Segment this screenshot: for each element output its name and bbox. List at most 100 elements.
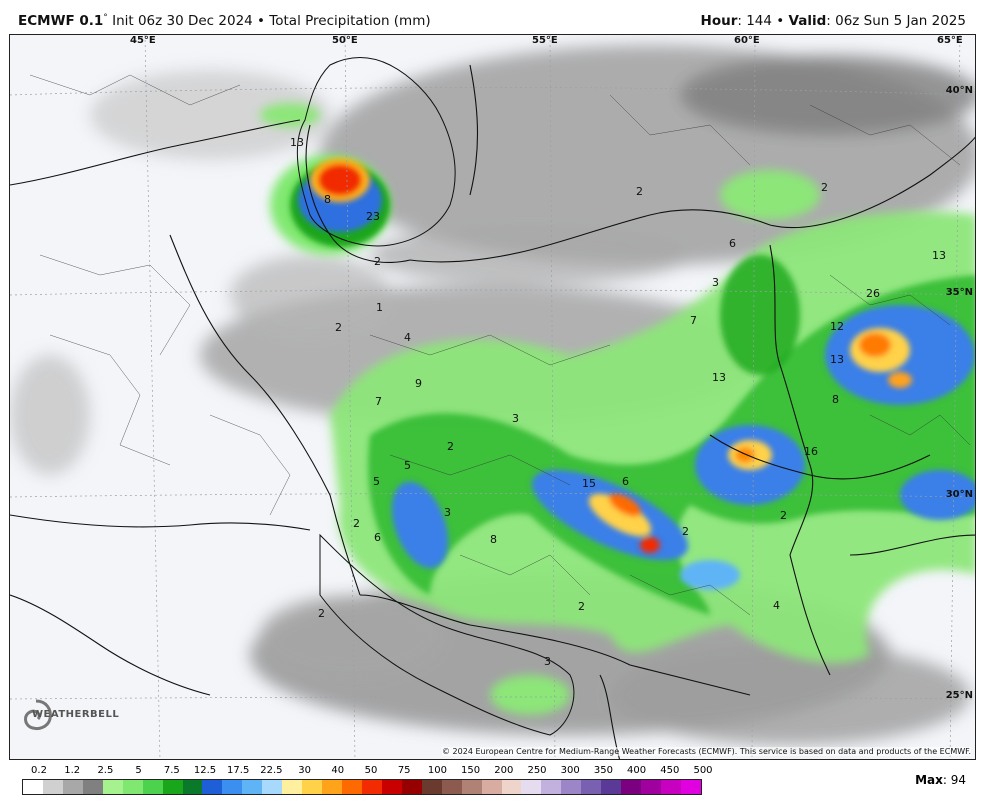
province-borders xyxy=(29,74,971,616)
legend-swatch xyxy=(322,780,342,794)
legend-tick-label: 12.5 xyxy=(193,765,217,776)
max-value-box: Max: 94 xyxy=(915,773,966,787)
legend-swatch xyxy=(242,780,263,794)
lon-label: 55°E xyxy=(532,35,558,46)
contour-label: 5 xyxy=(404,459,411,472)
legend-swatch xyxy=(262,780,283,794)
legend-tick-label: 1.2 xyxy=(64,765,81,776)
gray-precip-layer xyxy=(10,45,975,745)
legend-tick-label: 400 xyxy=(627,765,647,776)
legend-swatch xyxy=(162,780,183,794)
contour-label: 1 xyxy=(376,301,383,314)
legend-swatch xyxy=(182,780,203,794)
model-name: ECMWF 0.1 xyxy=(18,13,104,29)
contour-label: 6 xyxy=(622,475,629,488)
legend-swatch xyxy=(461,780,482,794)
max-label: Max xyxy=(915,773,943,787)
contour-label: 16 xyxy=(804,445,818,458)
contour-labels: 13 8 23 2 2 6 3 2 13 26 12 13 8 16 2 1 2… xyxy=(290,136,946,668)
legend-swatch xyxy=(621,780,642,794)
contour-label: 2 xyxy=(374,255,381,268)
legend-swatch xyxy=(342,780,362,794)
contour-label: 3 xyxy=(712,276,719,289)
contour-label: 6 xyxy=(374,531,381,544)
lat-label: 25°N xyxy=(945,690,973,701)
legend-swatch xyxy=(581,780,602,794)
logo-text: WEATHERBELL xyxy=(32,709,120,720)
contour-label: 13 xyxy=(830,353,844,366)
legend-swatch xyxy=(42,780,63,794)
legend-swatch xyxy=(481,780,502,794)
init-description: Init 06z 30 Dec 2024 • Total Precipitati… xyxy=(107,13,431,29)
legend-swatch xyxy=(680,780,701,794)
legend-swatch xyxy=(142,780,163,794)
legend-swatch xyxy=(82,780,103,794)
copyright-notice: © 2024 European Centre for Medium-Range … xyxy=(442,747,971,756)
legend-tick-label: 2.5 xyxy=(97,765,114,776)
legend-tick-label: 500 xyxy=(693,765,713,776)
hour-value: : 144 • xyxy=(737,13,789,29)
legend-tick-label: 350 xyxy=(593,765,613,776)
contour-label: 13 xyxy=(290,136,304,149)
max-value: : 94 xyxy=(942,773,966,787)
degree-sign: ° xyxy=(103,13,108,23)
contour-label: 9 xyxy=(415,377,422,390)
lat-label: 30°N xyxy=(945,489,973,500)
contour-label: 13 xyxy=(932,249,946,262)
legend-tick-label: 100 xyxy=(427,765,447,776)
contour-label: 6 xyxy=(729,237,736,250)
legend-tick-label: 450 xyxy=(660,765,680,776)
swirl-icon xyxy=(24,699,52,731)
legend-swatch xyxy=(302,780,323,794)
legend-swatch xyxy=(421,780,442,794)
legend-swatch xyxy=(222,780,243,794)
map-header: ECMWF 0.1° Init 06z 30 Dec 2024 • Total … xyxy=(0,0,984,34)
legend-swatch xyxy=(202,780,223,794)
legend-swatch xyxy=(62,780,83,794)
contour-label: 7 xyxy=(690,314,697,327)
contour-label: 3 xyxy=(512,412,519,425)
contour-label: 8 xyxy=(832,393,839,406)
legend-tick-label: 75 xyxy=(397,765,411,776)
lat-label: 35°N xyxy=(945,287,973,298)
precip-legend: 0.2 1.2 2.5 5 7.5 12.5 17.5 22.5 30 40 50 75 100 150 2… xyxy=(22,765,722,795)
legend-tick-label: 50 xyxy=(364,765,378,776)
valid-label: Valid xyxy=(788,13,827,29)
lon-label: 65°E xyxy=(937,35,963,46)
legend-swatch xyxy=(282,780,303,794)
legend-tick-labels: 0.2 1.2 2.5 5 7.5 12.5 17.5 22.5 30 40 50 75 100 150 2… xyxy=(22,765,722,777)
contour-label: 2 xyxy=(780,509,787,522)
country-borders xyxy=(10,64,975,759)
contour-label: 8 xyxy=(490,533,497,546)
legend-tick-label: 40 xyxy=(331,765,345,776)
legend-swatch xyxy=(601,780,622,794)
legend-swatch xyxy=(521,780,542,794)
legend-tick-label: 250 xyxy=(527,765,547,776)
contour-label: 2 xyxy=(682,525,689,538)
contour-label: 2 xyxy=(636,185,643,198)
legend-swatch xyxy=(102,780,123,794)
contour-label: 4 xyxy=(404,331,411,344)
heavy-precip-layer xyxy=(310,158,912,553)
legend-tick-label: 17.5 xyxy=(227,765,250,776)
legend-tick-label: 5 xyxy=(135,765,142,776)
legend-swatch xyxy=(641,780,661,794)
valid-value: : 06z Sun 5 Jan 2025 xyxy=(826,13,966,29)
legend-swatch xyxy=(23,780,43,794)
contour-label: 2 xyxy=(353,517,360,530)
persian-gulf-outline xyxy=(319,533,575,736)
legend-tick-label: 7.5 xyxy=(163,765,180,776)
contour-label: 2 xyxy=(821,181,828,194)
map-canvas: 13 8 23 2 2 6 3 2 13 26 12 13 8 16 2 1 2… xyxy=(10,35,975,759)
contour-label: 23 xyxy=(366,210,380,223)
contour-label: 2 xyxy=(578,600,585,613)
contour-label: 3 xyxy=(444,506,451,519)
contour-label: 2 xyxy=(335,321,342,334)
contour-label: 8 xyxy=(324,193,331,206)
contour-label: 2 xyxy=(318,607,325,620)
weatherbell-logo: WEATHERBELL xyxy=(16,697,119,737)
title-right: Hour: 144 • Valid: 06z Sun 5 Jan 2025 xyxy=(701,13,966,29)
lat-label: 40°N xyxy=(945,85,973,96)
legend-color-bar xyxy=(22,779,702,795)
legend-tick-label: 30 xyxy=(298,765,311,776)
